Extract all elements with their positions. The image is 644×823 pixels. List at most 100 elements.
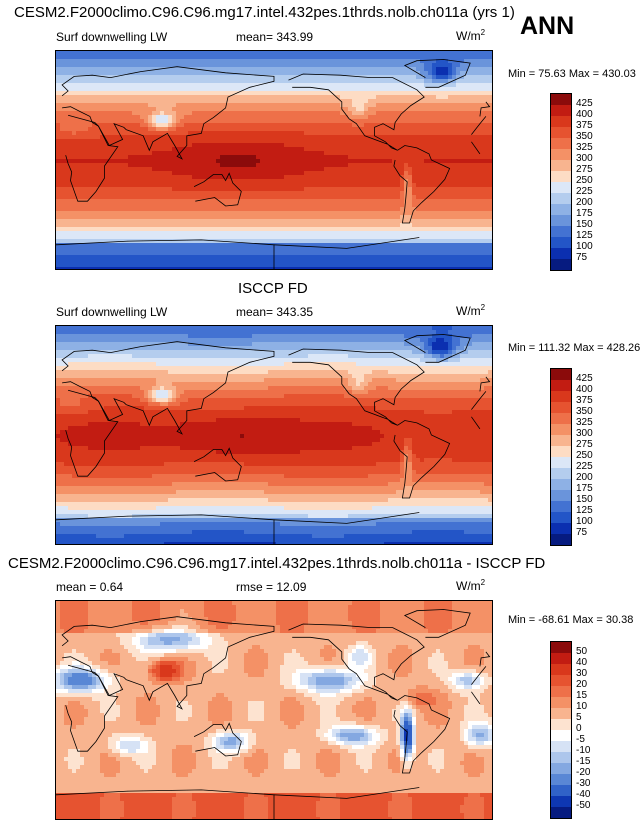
field-cell [436,199,441,204]
field-cell [264,183,269,188]
field-cell [484,115,489,120]
field-cell [484,219,489,224]
field-cell [124,123,129,128]
field-cell [360,179,365,184]
field-cell [396,223,401,228]
field-cell [416,103,421,108]
field-cell [232,143,237,148]
field-cell [100,119,105,124]
field-cell [328,199,333,204]
field-cell [140,127,145,132]
field-cell [136,151,141,156]
field-cell [348,103,353,108]
field-cell [452,63,457,68]
field-cell [468,179,473,184]
field-cell [304,79,309,84]
field-cell [444,151,449,156]
field-cell [68,91,73,96]
field-cell [120,79,125,84]
field-cell [192,87,197,92]
field-cell [476,127,481,132]
field-cell [188,219,193,224]
field-cell [188,147,193,152]
field-cell [220,51,225,56]
field-cell [144,135,149,140]
field-cell [324,59,329,64]
field-cell [264,55,269,60]
field-cell [56,59,61,64]
field-cell [216,183,221,188]
field-cell [488,195,492,200]
field-cell [264,171,269,176]
field-cell [384,175,389,180]
field-cell [104,123,109,128]
field-cell [164,63,169,68]
field-cell [280,151,285,156]
field-cell [72,167,77,172]
field-cell [340,123,345,128]
field-cell [60,147,65,152]
field-cell [396,83,401,88]
field-cell [192,159,197,164]
field-cell [312,55,317,60]
field-cell [116,127,121,132]
field-cell [172,203,177,208]
field-cell [112,159,117,164]
field-cell [132,67,137,72]
field-cell [444,203,449,208]
field-cell [424,59,429,64]
field-cell [340,55,345,60]
field-cell [388,155,393,160]
field-cell [352,187,357,192]
field-cell [444,163,449,168]
field-cell [104,131,109,136]
field-cell [84,55,89,60]
field-cell [224,171,229,176]
field-cell [160,167,165,172]
field-cell [452,111,457,116]
field-cell [156,187,161,192]
field-cell [408,55,413,60]
field-cell [284,147,289,152]
field-cell [108,107,113,112]
field-cell [300,139,305,144]
field-cell [412,139,417,144]
field-cell [140,135,145,140]
field-cell [436,115,441,120]
field-cell [108,179,113,184]
field-cell [212,203,217,208]
field-cell [368,231,373,236]
field-cell [456,115,461,120]
field-cell [240,71,245,76]
field-cell [324,111,329,116]
field-cell [456,95,461,100]
field-cell [432,99,437,104]
field-cell [312,163,317,168]
field-cell [132,219,137,224]
field-cell [136,127,141,132]
field-cell [232,199,237,204]
field-cell [148,111,153,116]
field-cell [376,219,381,224]
field-cell [96,163,101,168]
field-cell [172,51,177,56]
field-cell [88,99,93,104]
field-cell [248,191,253,196]
field-cell [472,67,477,72]
field-cell [56,147,61,152]
field-cell [316,107,321,112]
field-cell [292,215,297,220]
field-cell [260,203,265,208]
field-cell [388,135,393,140]
field-cell [368,63,373,68]
field-cell [284,215,289,220]
field-cell [412,123,417,128]
field-cell [476,59,481,64]
field-cell [304,119,309,124]
field-cell [344,175,349,180]
field-cell [96,131,101,136]
field-cell [472,227,477,232]
field-cell [224,195,229,200]
field-cell [184,175,189,180]
field-cell [488,91,492,96]
